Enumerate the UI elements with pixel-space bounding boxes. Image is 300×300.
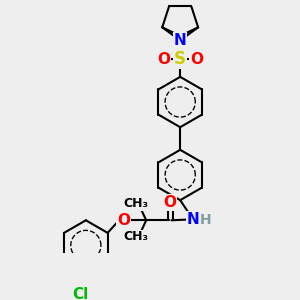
Text: CH₃: CH₃ <box>124 197 149 210</box>
Text: H: H <box>200 213 211 227</box>
Text: O: O <box>190 52 203 67</box>
Text: CH₃: CH₃ <box>124 230 149 243</box>
Text: N: N <box>186 212 199 226</box>
Text: S: S <box>174 50 186 68</box>
Text: O: O <box>164 195 177 210</box>
Text: O: O <box>157 52 170 67</box>
Text: Cl: Cl <box>73 287 89 300</box>
Text: O: O <box>117 213 130 228</box>
Text: N: N <box>174 33 187 48</box>
